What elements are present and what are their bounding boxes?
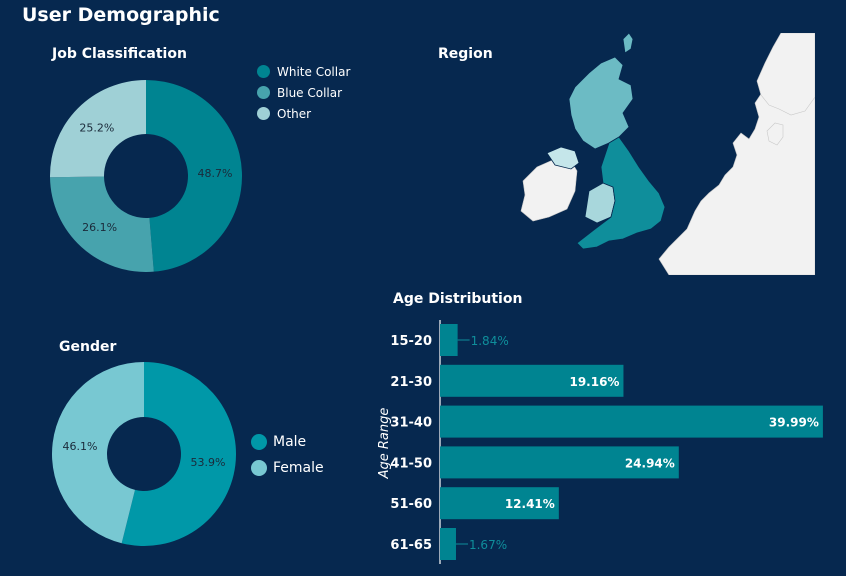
legend-label-other: Other xyxy=(277,106,312,121)
data-label-female: 46.1% xyxy=(63,440,98,453)
category-label-41-50: 41-50 xyxy=(390,456,432,471)
legend-label-female: Female xyxy=(273,460,324,476)
data-label-male: 53.9% xyxy=(191,456,226,469)
legend-swatch-white-collar xyxy=(257,65,270,78)
gender-donut-chart: 53.9% 46.1% xyxy=(52,362,236,546)
map-scotland[interactable] xyxy=(568,56,634,150)
bar-31-40[interactable] xyxy=(440,405,823,438)
region-heading: Region xyxy=(438,46,493,62)
map-northern-ireland[interactable] xyxy=(546,146,580,170)
bar-51-60[interactable] xyxy=(440,487,559,520)
category-label-31-40: 31-40 xyxy=(390,416,432,431)
value-label-15-20: 1.84% xyxy=(471,334,509,348)
map-england[interactable] xyxy=(576,136,666,250)
category-label-61-65: 61-65 xyxy=(390,538,432,553)
gender-heading: Gender xyxy=(59,339,117,355)
value-label-51-60: 12.41% xyxy=(505,497,555,511)
data-label-blue-collar: 26.1% xyxy=(82,221,117,234)
slice-female[interactable] xyxy=(52,362,144,544)
data-label-other: 25.2% xyxy=(79,122,114,135)
bar-15-20[interactable] xyxy=(440,324,458,356)
slice-other[interactable] xyxy=(50,80,146,178)
legend-item-other[interactable]: Other xyxy=(257,103,350,124)
value-label-31-40: 39.99% xyxy=(769,416,819,430)
slice-blue-collar[interactable] xyxy=(50,176,154,272)
legend-item-male[interactable]: Male xyxy=(251,429,324,455)
legend-label-white-collar: White Collar xyxy=(277,64,351,79)
value-label-21-30: 19.16% xyxy=(569,375,619,389)
legend-swatch-blue-collar xyxy=(257,86,270,99)
region-map[interactable] xyxy=(519,32,816,276)
bar-21-30[interactable] xyxy=(440,364,624,397)
slice-white-collar[interactable] xyxy=(146,80,242,272)
job-classification-legend: White Collar Blue Collar Other xyxy=(257,61,350,124)
map-denmark xyxy=(766,122,784,146)
legend-swatch-male xyxy=(251,434,267,450)
job-classification-heading: Job Classification xyxy=(52,46,187,62)
age-distribution-heading: Age Distribution xyxy=(393,291,523,307)
age-axis-label: Age Range xyxy=(377,408,392,480)
map-shetland xyxy=(622,32,634,54)
legend-label-blue-collar: Blue Collar xyxy=(277,85,343,100)
job-classification-donut-chart: 48.7% 26.1% 25.2% xyxy=(50,80,242,272)
dashboard-title: User Demographic xyxy=(22,4,220,26)
category-label-21-30: 21-30 xyxy=(390,375,432,390)
legend-swatch-female xyxy=(251,460,267,476)
legend-swatch-other xyxy=(257,107,270,120)
legend-item-white-collar[interactable]: White Collar xyxy=(257,61,350,82)
gender-legend: Male Female xyxy=(251,429,324,481)
value-label-61-65: 1.67% xyxy=(469,538,507,552)
legend-item-blue-collar[interactable]: Blue Collar xyxy=(257,82,350,103)
data-label-white-collar: 48.7% xyxy=(197,167,232,180)
category-label-15-20: 15-20 xyxy=(390,334,432,349)
bar-61-65[interactable] xyxy=(440,528,456,560)
legend-label-male: Male xyxy=(273,434,307,450)
category-label-51-60: 51-60 xyxy=(390,497,432,512)
age-distribution-bar-chart: Age Range 15-20 1.84% 21-30 19.16% 31-40 39.9… xyxy=(377,320,823,564)
legend-item-female[interactable]: Female xyxy=(251,455,324,481)
bar-41-50[interactable] xyxy=(440,446,679,479)
value-label-41-50: 24.94% xyxy=(625,456,675,470)
region-map-svg xyxy=(520,32,816,276)
slice-male[interactable] xyxy=(121,362,236,546)
